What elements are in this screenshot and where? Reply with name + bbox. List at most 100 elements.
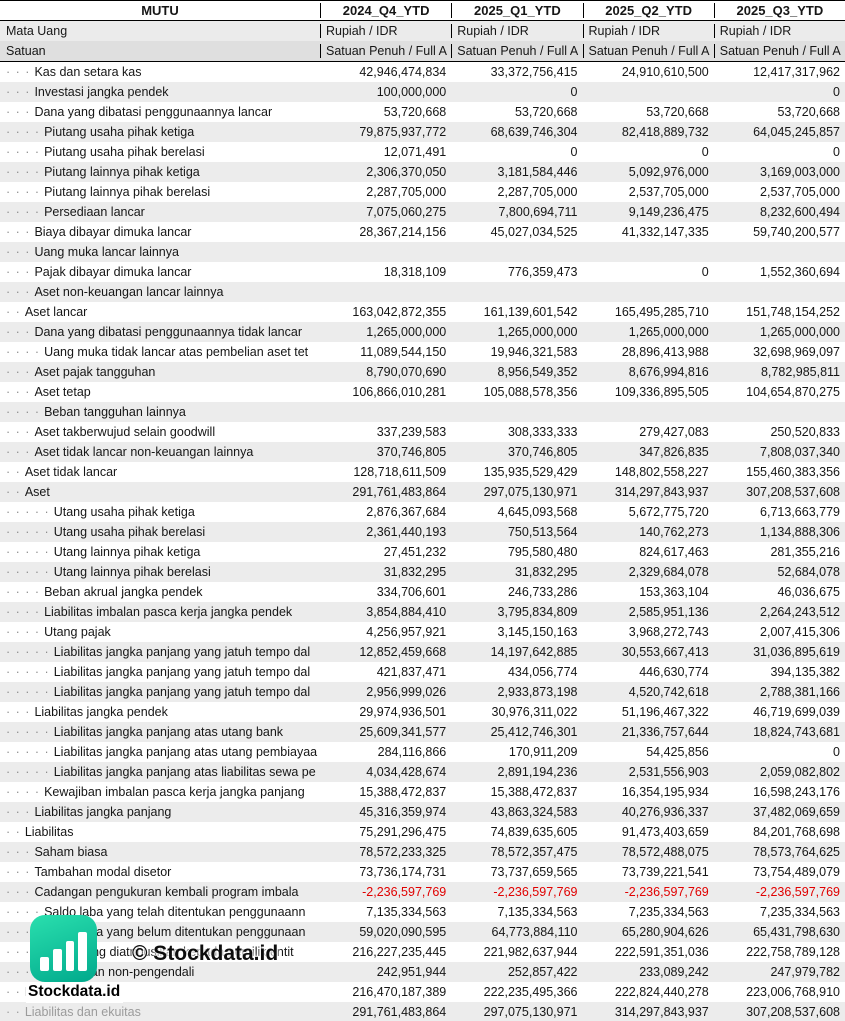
column-header-period[interactable]: 2025_Q1_YTD [451, 3, 582, 18]
cell-value: 776,359,473 [507, 265, 578, 279]
indent-dots: · · · · [6, 205, 41, 219]
cell-value: 91,473,403,659 [621, 825, 709, 839]
cell-value: 370,746,805 [507, 445, 578, 459]
cell-value: 31,036,895,619 [753, 645, 840, 659]
indent-dots: · · · · [6, 785, 41, 799]
cell-value: 31,832,295 [383, 565, 447, 579]
table-row: · · Liabilitas dan ekuitas 291,761,483,864… [0, 1002, 845, 1021]
cell-value: 246,733,286 [507, 585, 578, 599]
row-label: · · · · Saldo laba yang telah ditentukan … [0, 905, 320, 919]
account-name: Utang usaha pihak ketiga [53, 505, 195, 519]
table-row: · · · Aset tidak lancar non-keuangan lain… [0, 442, 845, 462]
cell-value: 68,639,746,304 [490, 125, 578, 139]
account-name: Beban tangguhan lainnya [44, 405, 186, 419]
indent-dots: · · · · · [6, 665, 50, 679]
table-row: · · · · Piutang usaha pihak ketiga 79,875,… [0, 122, 845, 142]
cell-value: 24,910,610,500 [621, 65, 709, 79]
row-label: · · · Aset tidak lancar non-keuangan lain… [0, 445, 320, 459]
cell-value: 15,388,472,837 [490, 785, 578, 799]
cell-value: 7,808,037,340 [760, 445, 840, 459]
unit-value: Satuan Penuh / Full A [582, 44, 714, 58]
cell-value: 53,720,668 [514, 105, 578, 119]
table-row: · · · · · Utang lainnya pihak ketiga 27,45… [0, 542, 845, 562]
indent-dots: · · · · · [6, 545, 50, 559]
indent-dots: · · · [6, 105, 31, 119]
account-name: Cadangan pengukuran kembali program imba… [34, 885, 299, 899]
cell-value: 5,092,976,000 [628, 165, 709, 179]
table-row: · · · Aset tetap 106,866,010,281 105,088,57… [0, 382, 845, 402]
unit-row: Satuan Satuan Penuh / Full A Satuan Penuh … [0, 41, 845, 62]
column-header-period[interactable]: 2025_Q3_YTD [713, 3, 845, 18]
row-label: · · · · · Liabilitas jangka panjang atas … [0, 765, 320, 779]
cell-value: 15,388,472,837 [359, 785, 447, 799]
cell-value: 16,354,195,934 [621, 785, 709, 799]
indent-dots: · · · · [6, 165, 41, 179]
cell-value: 446,630,774 [639, 665, 709, 679]
cell-value: 74,839,635,605 [490, 825, 578, 839]
cell-value: -2,236,597,769 [493, 885, 578, 899]
cell-value: 59,740,200,577 [753, 225, 840, 239]
cell-value: 7,135,334,563 [497, 905, 578, 919]
table-row: · · · · Piutang usaha pihak berelasi 12,07… [0, 142, 845, 162]
stockdata-logo-icon [30, 915, 97, 982]
cell-value: 1,265,000,000 [366, 325, 447, 339]
column-header-period[interactable]: 2024_Q4_YTD [320, 3, 451, 18]
cell-value: 2,531,556,903 [628, 765, 709, 779]
cell-value: 434,056,774 [507, 665, 578, 679]
row-label: · · · Dana yang dibatasi penggunaannya la… [0, 105, 320, 119]
column-header-period[interactable]: 2025_Q2_YTD [582, 3, 714, 18]
cell-value: 30,976,311,022 [491, 705, 578, 719]
account-name: Aset tidak lancar non-keuangan lainnya [34, 445, 254, 459]
table-row: · · · Cadangan pengukuran kembali program… [0, 882, 845, 902]
account-name: Saldo laba yang belum ditentukan penggun… [44, 925, 306, 939]
cell-value: 216,470,187,389 [352, 985, 447, 999]
cell-value: 12,071,491 [383, 145, 447, 159]
cell-value: 78,572,488,075 [621, 845, 709, 859]
cell-value: 153,363,104 [639, 585, 709, 599]
cell-value: 51,196,467,322 [621, 705, 709, 719]
row-label: · · · Pajak dibayar dimuka lancar [0, 265, 320, 279]
table-row: · · · · · Utang lainnya pihak berelasi 31,… [0, 562, 845, 582]
row-label: · · · Liabilitas jangka pendek [0, 705, 320, 719]
cell-value: 45,027,034,525 [490, 225, 578, 239]
account-name: Kas dan setara kas [34, 65, 142, 79]
cell-value: 370,746,805 [376, 445, 447, 459]
indent-dots: · · · · · [6, 765, 50, 779]
cell-value: 222,235,495,366 [483, 985, 578, 999]
table-row: · · · · Saldo laba yang belum ditentukan … [0, 922, 845, 942]
cell-value: 2,264,243,512 [760, 605, 840, 619]
table-row: · · Liabilitas 75,291,296,475 74,839,635,60… [0, 822, 845, 842]
cell-value: 9,149,236,475 [628, 205, 709, 219]
cell-value: 109,336,895,505 [614, 385, 709, 399]
table-row: · · · Investasi jangka pendek 100,000,000 0… [0, 82, 845, 102]
account-name: Beban akrual jangka pendek [44, 585, 203, 599]
cell-value: 12,852,459,668 [359, 645, 447, 659]
cell-value: 2,059,082,802 [760, 765, 840, 779]
cell-value: 250,520,833 [770, 425, 840, 439]
indent-dots: · · [6, 465, 21, 479]
cell-value: 75,291,296,475 [359, 825, 447, 839]
table-row: · · · · · Utang usaha pihak berelasi 2,361… [0, 522, 845, 542]
table-row: · · · · Saldo laba yang telah ditentukan … [0, 902, 845, 922]
cell-value: 79,875,937,772 [359, 125, 447, 139]
cell-value: 46,719,699,039 [753, 705, 840, 719]
cell-value: 314,297,843,937 [614, 485, 709, 499]
account-name: Utang lainnya pihak ketiga [53, 545, 201, 559]
cell-value: 1,134,888,306 [760, 525, 840, 539]
cell-value: 32,698,969,097 [753, 345, 840, 359]
cell-value: 281,355,216 [770, 545, 840, 559]
indent-dots: · · [6, 485, 21, 499]
indent-dots: · · · · [6, 905, 41, 919]
unit-value: Satuan Penuh / Full A [320, 44, 451, 58]
table-row: · · · · Persediaan lancar 7,075,060,275 7,8… [0, 202, 845, 222]
row-label: · · · Cadangan pengukuran kembali program… [0, 885, 320, 899]
cell-value: 4,645,093,568 [497, 505, 578, 519]
account-name: Piutang usaha pihak berelasi [44, 145, 205, 159]
cell-value: 347,826,835 [639, 445, 709, 459]
indent-dots: · · · [6, 365, 31, 379]
account-name: Liabilitas jangka panjang yang jatuh tem… [53, 685, 311, 699]
row-label: · · · Aset pajak tangguhan [0, 365, 320, 379]
row-label: · · · · · Liabilitas jangka panjang yang … [0, 665, 320, 679]
cell-value: 53,720,668 [777, 105, 840, 119]
cell-value: 42,946,474,834 [359, 65, 447, 79]
